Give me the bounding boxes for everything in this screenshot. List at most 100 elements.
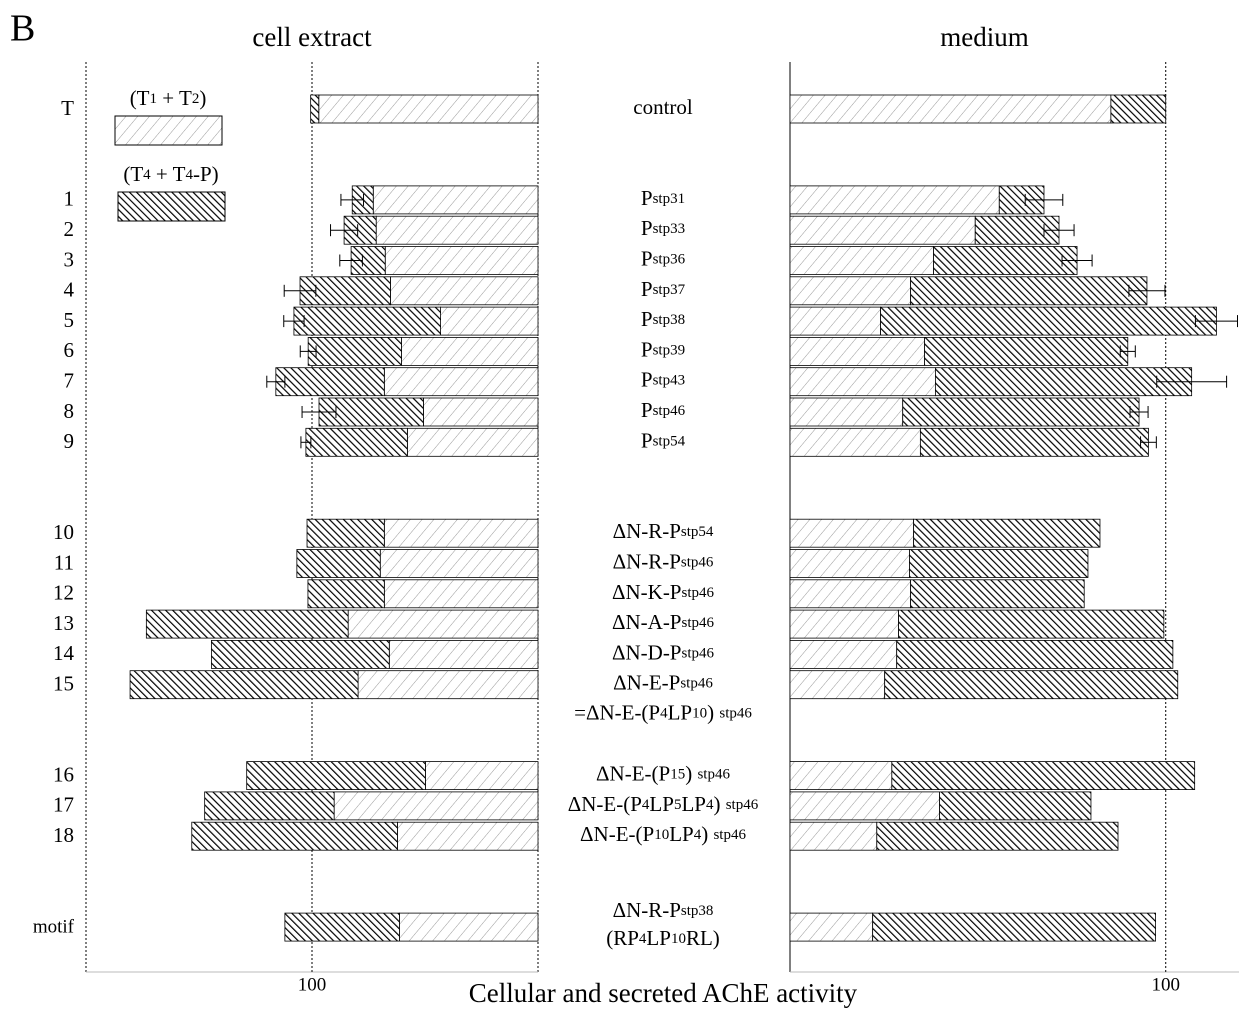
bar-segment [305,427,408,457]
bar-segment [1110,94,1167,124]
bar-segment [910,276,1148,306]
construct-label-part: LP [649,792,674,816]
error-bar [300,436,312,449]
bar-segment [357,670,539,700]
construct-label-part: 4 [660,706,668,722]
error-bar [301,406,337,418]
construct-label-part: ΔN-R-P [613,898,681,922]
error-bar [299,345,317,358]
bar-segment [310,94,320,124]
bar-segment [390,276,539,306]
bar-segment [789,246,934,275]
construct-label-part: stp46 [713,828,746,844]
construct-label-part: ΔN-E-(P [568,792,642,816]
panel-title: cell extract [252,22,372,52]
construct-label-part: stp46 [726,797,759,813]
bar-segment [383,518,539,548]
legend-label-part: 2 [192,91,200,107]
construct-label: ΔN-E-(P10LP4) stp46 [580,822,746,846]
bar-segment [333,791,539,821]
panel-letter: B [10,8,35,50]
construct-label-part: ΔN-K-P [612,580,682,604]
bar-segment [425,761,539,790]
legend-label-part: -P) [193,162,219,186]
error-bar [1140,436,1157,449]
construct-label-part: P [641,307,653,331]
bar-segment [789,549,910,578]
bar-segment [789,94,1112,124]
bar-segment [388,640,539,669]
bar-segment [211,640,390,669]
bar-segment [384,246,539,275]
construct-label-part: 4 [706,797,714,813]
bar-segment [318,94,539,124]
bar-segment [910,579,1085,609]
bar-segment [379,549,539,578]
construct-label-part: 4 [639,932,647,948]
construct-label-part: ΔN-R-P [613,519,681,543]
bar-segment [789,185,1000,215]
row-label: 8 [64,399,75,423]
x-tick-label: 100 [298,974,327,995]
error-bar [340,193,365,206]
legend-label: (T4 + T4-P) [123,162,218,186]
legend-label-part: 1 [150,91,158,107]
bar-segment [129,670,359,700]
construct-label-part: stp46 [682,646,715,662]
bar-segment [399,912,539,942]
bar-segment [902,397,1140,427]
legend-label-part: + T [151,162,186,186]
error-bar [339,254,363,267]
construct-label: ΔN-D-Pstp46 [612,640,715,664]
construct-label-part: LP [668,701,693,725]
row-label: 4 [64,278,75,302]
bar-segment [401,336,539,366]
bar-segment [913,518,1101,548]
construct-label-part: stp46 [682,585,715,601]
panel-title: medium [940,22,1029,52]
error-bar [1128,284,1166,297]
row-label: 2 [64,217,75,241]
construct-label-part: stp46 [653,403,686,419]
construct-label: ΔN-R-Pstp46 [613,549,714,573]
error-bar [1156,375,1228,388]
construct-label: =ΔN-E-(P4LP10) stp46 [574,701,752,725]
row-label: 6 [64,338,75,362]
bar-segment [789,912,874,942]
row-label: 11 [54,550,74,574]
row-label: 5 [64,308,75,332]
construct-label-part: P [641,337,653,361]
construct-label-part: stp54 [681,525,714,541]
bar-segment [909,549,1089,578]
bar-segment [789,397,904,427]
bar-segment [296,549,381,578]
bar-segment [306,518,385,548]
construct-label-part: stp46 [681,555,714,571]
row-label: 12 [53,581,74,605]
bar-segment [789,306,881,336]
construct-label-part: P [641,398,653,422]
construct-label: (RP4LP10RL) [606,926,720,950]
construct-label-part: control [633,95,693,119]
construct-label-part: ΔN-R-P [613,549,681,573]
bar-segment [284,912,400,942]
construct-label-part: 10 [654,828,669,844]
construct-label-part: ) [707,701,719,725]
x-axis-title: Cellular and secreted AChE activity [469,978,858,1008]
bar-segment [789,518,915,548]
legend-label-part: 4 [143,167,151,183]
construct-label-part: P [641,277,653,301]
construct-label-part: stp38 [681,904,714,920]
construct-label: ΔN-E-Pstp46 [613,671,713,695]
bar-segment [406,427,539,457]
construct-label: Pstp39 [641,337,685,361]
construct-label-part: ΔN-A-P [612,610,682,634]
bar-segment [191,821,398,851]
legend-label: (T1 + T2) [130,86,207,110]
construct-label-part: stp37 [653,282,686,298]
row-label: 9 [64,429,75,453]
construct-label: Pstp37 [641,277,686,301]
construct-label-part: 10 [692,706,707,722]
legend-swatch [114,115,223,146]
row-label: 14 [53,641,75,665]
